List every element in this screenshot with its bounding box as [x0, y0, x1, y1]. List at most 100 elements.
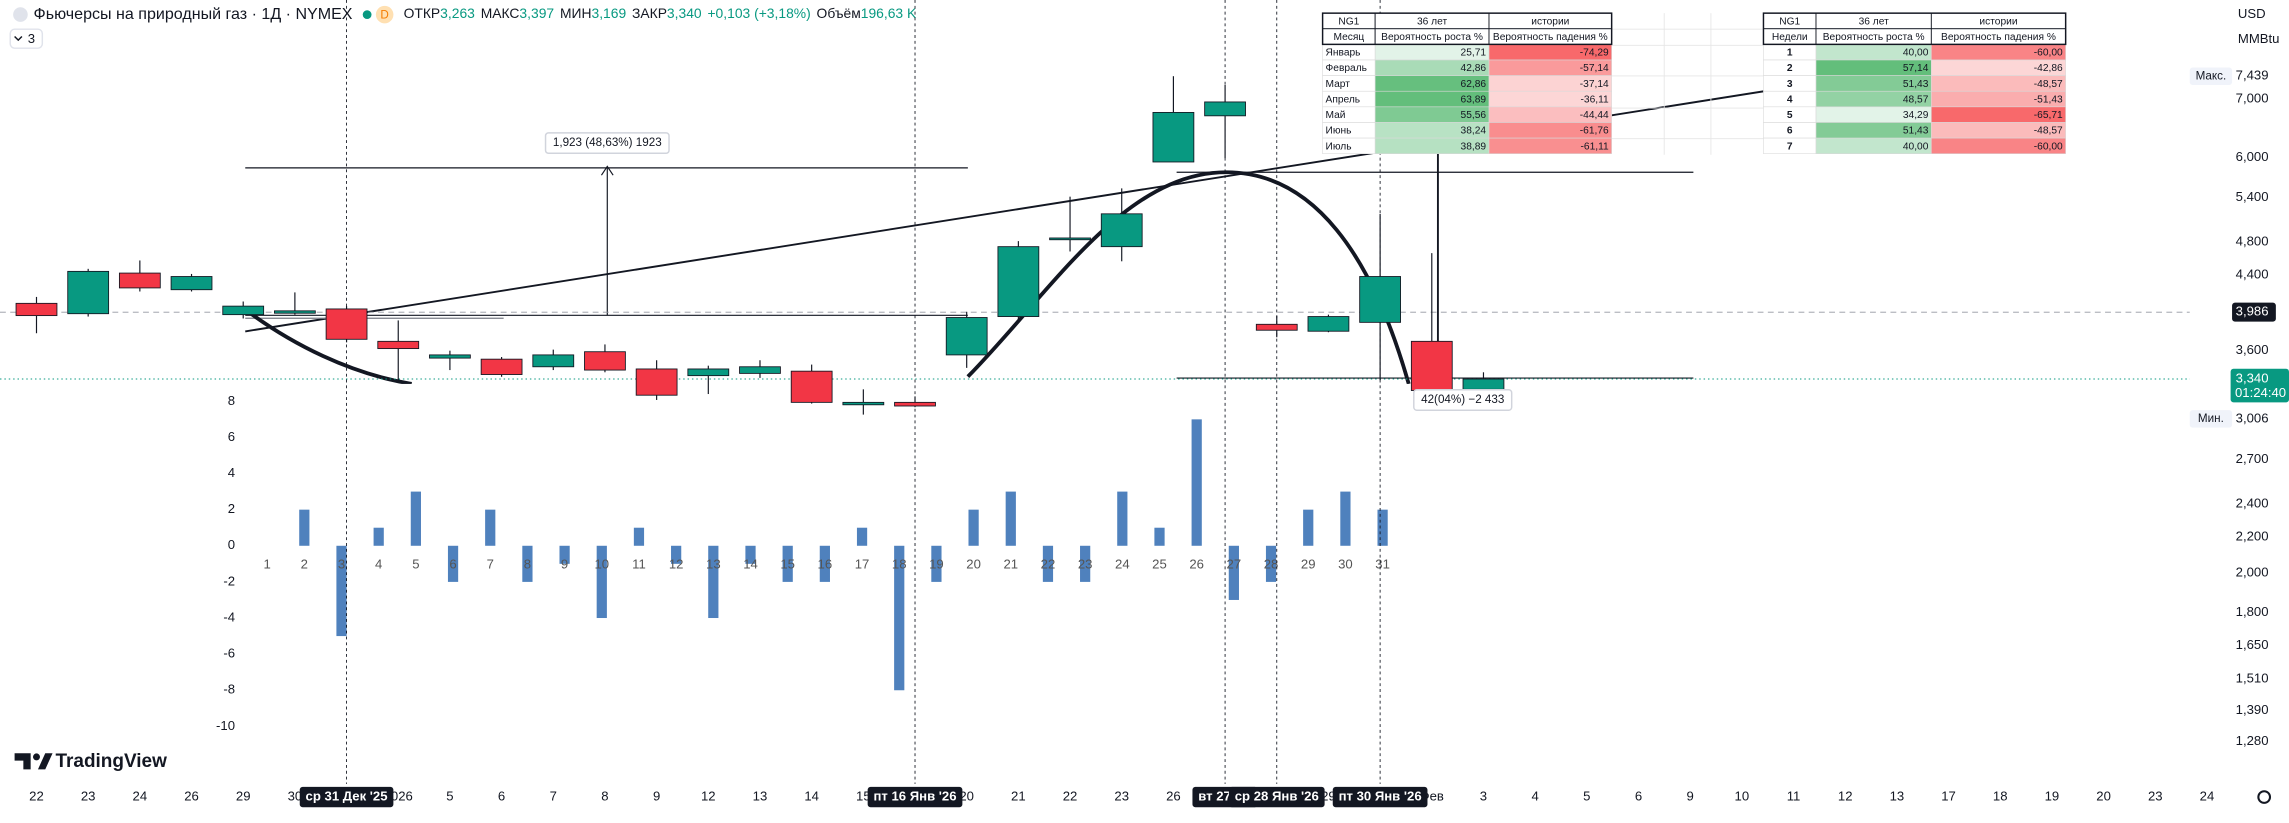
crosshair-date-box: [1332, 786, 1428, 808]
x-tick-label: 25: [1152, 556, 1167, 571]
bar: [1154, 527, 1165, 546]
candle-body: [377, 340, 420, 350]
y-tick-label: 0: [228, 537, 235, 552]
candle-body: [532, 354, 575, 368]
toggle-box[interactable]: [9, 28, 44, 49]
last-price: 3,340: [2236, 370, 2269, 385]
y-tick-label: 4,800: [2236, 233, 2269, 248]
x-tick-label: 30: [1338, 556, 1353, 571]
bar: [856, 527, 868, 546]
x-tick-label: 20: [2096, 789, 2111, 804]
candle-body: [1255, 323, 1298, 331]
table-text: 57,14: [1903, 63, 1929, 74]
y-tick-label: 2: [228, 501, 235, 516]
table-text: Вероятность падения %: [1941, 32, 2056, 43]
x-tick-label: 1: [263, 556, 270, 571]
bar: [299, 509, 310, 546]
table-text: -36,11: [1581, 94, 1609, 105]
table-text: 36 лет: [1859, 16, 1889, 27]
stats-table: NG1 36 лет истории Месяц Вероятность роста %…: [1321, 12, 1613, 155]
x-tick-label: 7: [550, 789, 557, 804]
candle-body: [584, 351, 626, 371]
table-cell: [1488, 137, 1612, 155]
x-tick-label: 21: [1003, 556, 1018, 571]
table-text: 25,71: [1461, 48, 1487, 59]
candle-body: [687, 368, 730, 377]
table-text: Март: [1326, 79, 1351, 90]
y-tick-label: -10: [216, 718, 235, 733]
table-text: NG1: [1338, 16, 1359, 27]
x-tick-label: 5: [412, 556, 419, 571]
table-text: Апрель: [1326, 94, 1361, 105]
table-text: 63,89: [1461, 94, 1487, 105]
y-tick-label: 1,510: [2236, 671, 2269, 686]
y-tick-label: 1,800: [2236, 604, 2269, 619]
candle-body: [1100, 213, 1143, 248]
currency[interactable]: USD: [2238, 6, 2266, 21]
measure-label: 42(04%) −2 433: [1413, 389, 1513, 411]
bar: [633, 527, 645, 546]
x-tick-label: 29: [1301, 556, 1316, 571]
candle-body: [1152, 111, 1195, 163]
settings-icon[interactable]: [2257, 790, 2272, 804]
table-text: -60,00: [2034, 141, 2063, 152]
x-tick-label: 7: [487, 556, 494, 571]
x-tick-label: 22: [1063, 789, 1078, 804]
crosshair-date: ср 28 Янв '26: [1228, 786, 1325, 808]
sheet-grid: [1611, 13, 1764, 155]
x-tick-label: 12: [701, 789, 716, 804]
symbol-icon: [13, 7, 28, 22]
header-value: МАКС: [481, 5, 520, 21]
price-axis: USD MMBtu 7,000 6,000 5,400 4,800 4,400 3,600 2,…: [2189, 0, 2289, 784]
crosshair-date-box: [299, 786, 394, 808]
bar: [485, 509, 496, 546]
x-tick-label: 12: [669, 556, 684, 571]
bar: [782, 545, 793, 582]
table-text: 55,56: [1461, 110, 1487, 121]
header-value: 3,169: [591, 5, 626, 21]
y-tick-label: 6: [228, 429, 235, 444]
table-text: Вероятность роста %: [1381, 32, 1483, 43]
table-text: -48,57: [2034, 126, 2063, 137]
x-tick-label: 18: [892, 556, 907, 571]
chevron[interactable]: [14, 35, 23, 42]
header-value: ОТКР: [404, 5, 441, 21]
table-text: -37,14: [1580, 79, 1609, 90]
candle-body: [997, 246, 1040, 317]
candle-body: [635, 368, 678, 396]
measure-box: [1413, 389, 1513, 411]
indicators-toggle[interactable]: 3: [9, 28, 44, 49]
bar: [819, 545, 830, 582]
measure-label: 1,923 (48,63%) 1923: [544, 132, 670, 155]
bar: [1042, 545, 1054, 582]
table-text: -57,14: [1580, 63, 1609, 74]
y-tick-label: 2,700: [2236, 451, 2269, 466]
logo-glyph: [32, 753, 40, 761]
table-text: Вероятность падения %: [1493, 32, 1608, 43]
toggle-count[interactable]: 3: [28, 31, 35, 46]
x-tick-label: 30: [288, 789, 303, 804]
day-chart-background: [218, 383, 1417, 741]
x-tick-label: 24: [1115, 556, 1130, 571]
table-text: Недели: [1772, 32, 1808, 43]
y-tick-label: 1,390: [2236, 702, 2269, 717]
y-tick-label: 3,600: [2236, 342, 2269, 357]
table-text: -42,86: [2034, 63, 2063, 74]
x-tick-label: 24: [133, 789, 148, 804]
session-badge: D: [380, 8, 388, 21]
x-tick-label: 26: [184, 789, 199, 804]
x-tick-label: 15: [780, 556, 795, 571]
y-tick-label: -4: [223, 609, 235, 624]
table-text: -60,00: [2034, 48, 2063, 59]
gear[interactable]: [2257, 790, 2272, 804]
x-tick-label: 9: [653, 789, 660, 804]
unit[interactable]: MMBtu: [2238, 31, 2280, 46]
arrow-head: [600, 165, 614, 176]
y-tick-label: 2,000: [2236, 564, 2269, 579]
crosshair-date: ср 31 Дек '25: [299, 786, 394, 808]
table-text: 7: [1787, 141, 1793, 152]
crosshair-date: пт 30 Янв '26: [1332, 786, 1428, 808]
candle-body: [67, 270, 110, 315]
